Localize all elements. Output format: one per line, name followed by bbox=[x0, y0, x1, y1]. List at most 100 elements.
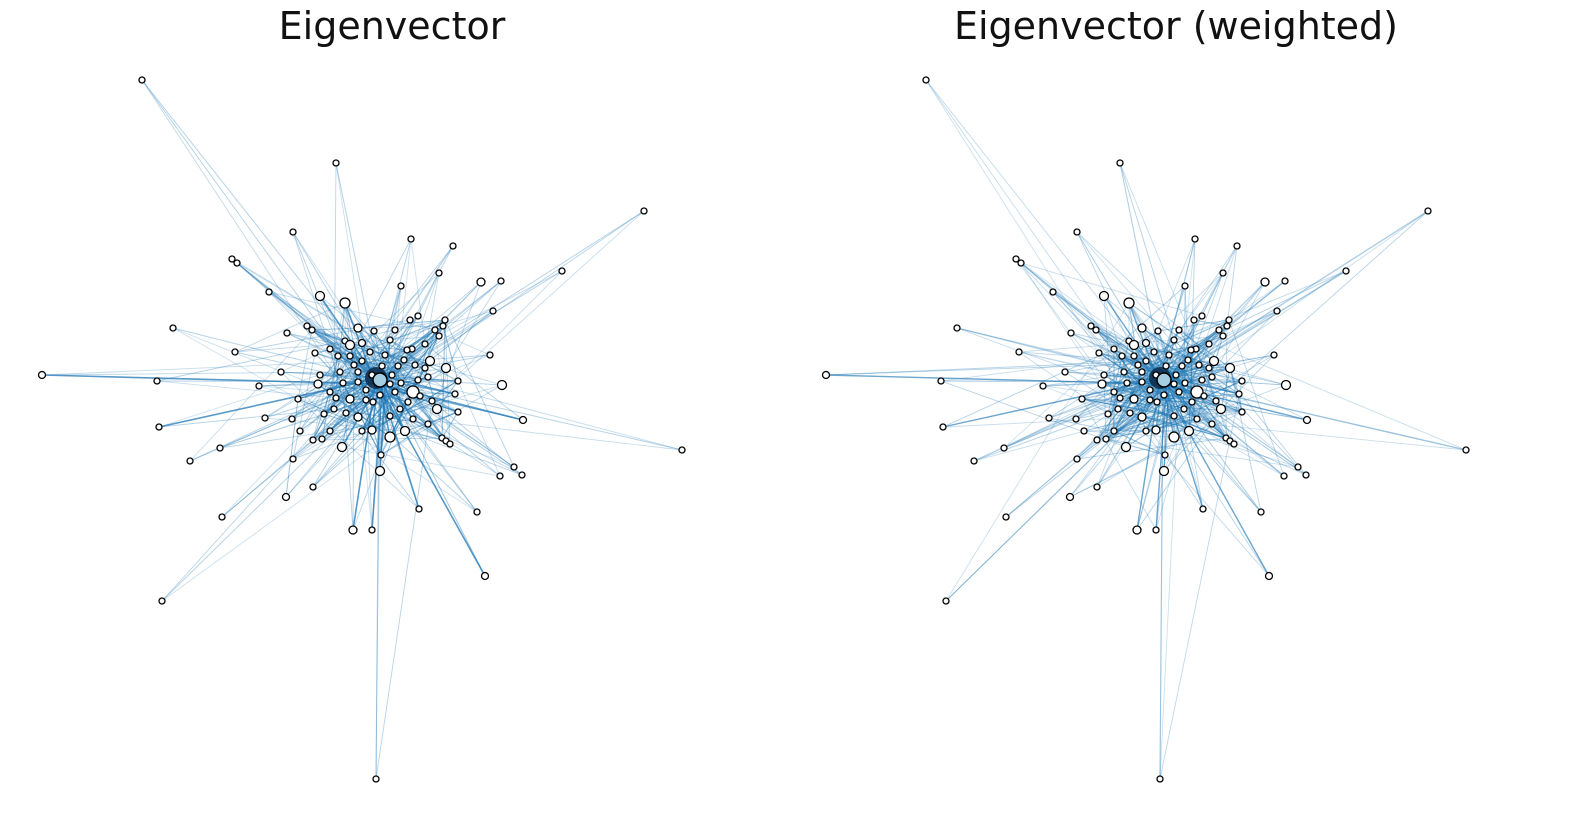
graph-node bbox=[1280, 472, 1288, 480]
graph-edge bbox=[1076, 231, 1167, 382]
graph-edge bbox=[1178, 329, 1467, 451]
graph-node bbox=[1235, 390, 1243, 398]
graph-node bbox=[1162, 362, 1170, 370]
graph-edge bbox=[286, 332, 399, 367]
graph-edge bbox=[1163, 408, 1222, 472]
graph-edge bbox=[349, 398, 478, 513]
graph-node bbox=[1219, 332, 1227, 340]
graph-edge bbox=[427, 281, 482, 425]
graph-edge bbox=[314, 352, 378, 376]
graph-node bbox=[441, 316, 449, 324]
graph-edge bbox=[374, 210, 645, 384]
graph-edge bbox=[371, 376, 384, 531]
graph-edge bbox=[299, 391, 331, 432]
graph-edge bbox=[342, 382, 447, 442]
graph-edge bbox=[1213, 360, 1307, 476]
graph-edge bbox=[1229, 367, 1243, 413]
graph-edge bbox=[311, 329, 416, 366]
graph-edge bbox=[1020, 262, 1169, 387]
graph-node bbox=[1188, 398, 1196, 406]
graph-node bbox=[497, 277, 505, 285]
graph-node bbox=[1156, 775, 1164, 783]
graph-edge bbox=[1103, 374, 1235, 445]
graph-edge bbox=[285, 384, 382, 498]
graph-edge bbox=[1083, 430, 1231, 442]
graph-hub-node bbox=[1156, 372, 1172, 388]
graph-edge bbox=[299, 344, 351, 432]
graph-edge bbox=[1048, 417, 1115, 432]
graph-edge bbox=[219, 376, 384, 449]
graph-node bbox=[353, 412, 363, 422]
graph-edge bbox=[444, 319, 451, 445]
graph-edge bbox=[357, 391, 396, 418]
graph-edge bbox=[1226, 245, 1238, 327]
graph-edge bbox=[1015, 258, 1115, 393]
graph-edge bbox=[1113, 342, 1147, 393]
graph-edge bbox=[942, 378, 1161, 428]
graph-edge bbox=[1220, 367, 1231, 410]
graph-edge bbox=[412, 418, 443, 439]
graph-edge bbox=[297, 382, 344, 400]
graph-edge bbox=[1159, 379, 1164, 780]
graph-edge bbox=[312, 373, 375, 441]
graph-edge bbox=[457, 380, 501, 477]
graph-node bbox=[233, 259, 241, 267]
graph-node bbox=[1116, 159, 1124, 167]
graph-node bbox=[318, 435, 326, 443]
graph-edge bbox=[1184, 367, 1231, 384]
graph-edge bbox=[1113, 285, 1186, 350]
graph-node bbox=[416, 392, 424, 400]
graph-edge bbox=[317, 383, 367, 391]
graph-edge bbox=[389, 401, 409, 438]
graph-node bbox=[326, 388, 334, 396]
graph-edge bbox=[1095, 329, 1115, 350]
graph-node bbox=[1168, 431, 1180, 443]
graph-edge bbox=[258, 385, 433, 402]
graph-edge bbox=[380, 384, 503, 456]
graph-edge bbox=[1181, 365, 1198, 420]
graph-edge bbox=[1128, 302, 1235, 445]
graph-edge bbox=[1101, 383, 1308, 421]
graph-edge bbox=[311, 329, 371, 353]
graph-edge bbox=[285, 398, 299, 498]
graph-edge bbox=[219, 413, 325, 449]
graph-node bbox=[678, 446, 686, 454]
graph-node bbox=[283, 329, 291, 337]
graph-edge bbox=[956, 327, 1143, 373]
graph-node bbox=[404, 398, 412, 406]
graph-edge bbox=[445, 280, 502, 369]
graph-edge bbox=[442, 280, 502, 327]
graph-edge bbox=[335, 162, 382, 386]
graph-edge bbox=[400, 382, 456, 395]
graph-edge bbox=[264, 377, 387, 419]
graph-edge bbox=[1136, 319, 1195, 531]
graph-edge bbox=[231, 258, 429, 378]
graph-node bbox=[1165, 351, 1173, 359]
graph-edge bbox=[1145, 281, 1266, 432]
graph-edge bbox=[41, 371, 341, 376]
graph-node bbox=[406, 316, 414, 324]
graph-node bbox=[449, 242, 457, 250]
graph-edge bbox=[1178, 329, 1192, 351]
graph-edge bbox=[1119, 162, 1183, 367]
graph-edge bbox=[377, 335, 440, 385]
graph-node bbox=[1061, 368, 1069, 376]
graph-node bbox=[374, 465, 386, 477]
graph-edge bbox=[380, 384, 447, 442]
graph-node bbox=[353, 323, 363, 333]
graph-node bbox=[1208, 373, 1216, 381]
graph-edge bbox=[333, 381, 359, 410]
graph-node bbox=[1123, 297, 1135, 309]
graph-edge bbox=[427, 411, 459, 425]
graph-edge bbox=[1081, 398, 1175, 417]
graph-edge bbox=[339, 349, 408, 373]
graph-edge bbox=[444, 319, 515, 468]
graph-edge bbox=[297, 382, 376, 400]
graph-edge bbox=[1169, 377, 1287, 386]
graph-node bbox=[411, 361, 419, 369]
graph-node bbox=[1302, 471, 1310, 479]
graph-edge bbox=[1119, 162, 1222, 410]
graph-node bbox=[1128, 339, 1140, 351]
graph-node bbox=[1100, 371, 1108, 379]
graph-edge bbox=[1178, 329, 1231, 369]
